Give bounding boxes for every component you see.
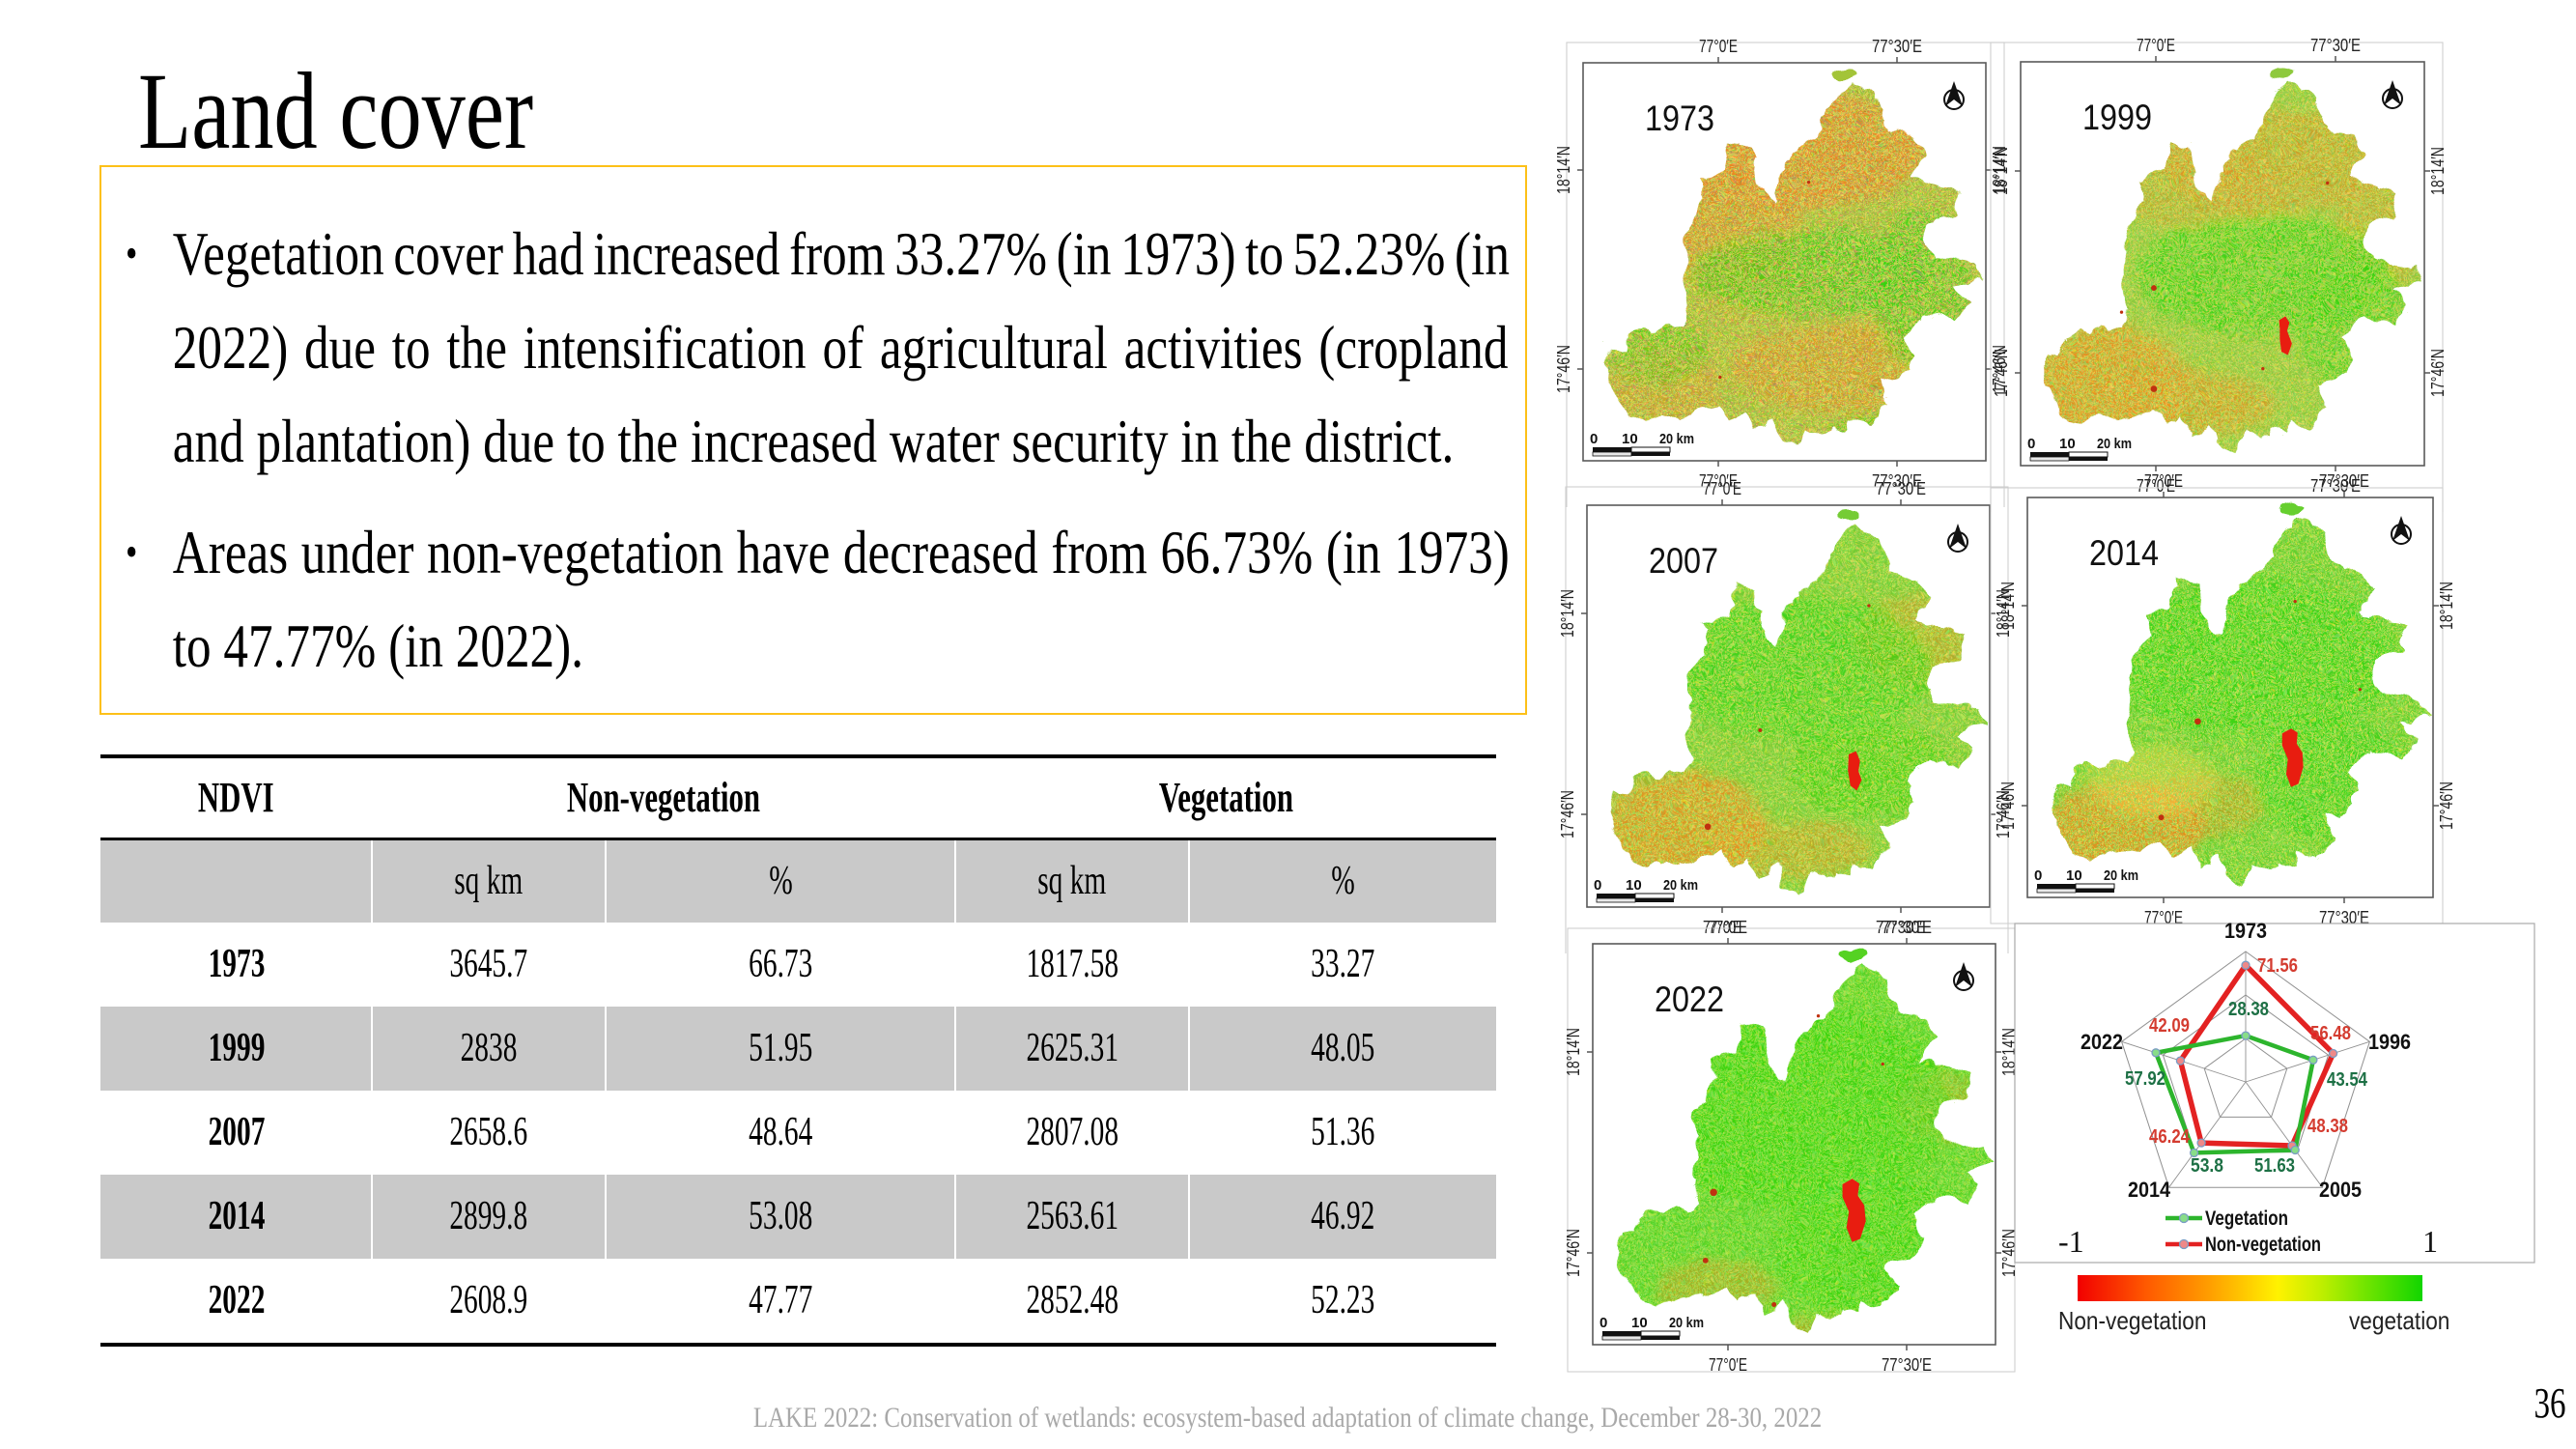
svg-text:77°0′E: 77°0′E bbox=[2144, 471, 2183, 491]
svg-text:77°0′E: 77°0′E bbox=[1703, 479, 1741, 498]
svg-text:2022: 2022 bbox=[1655, 980, 1724, 1019]
svg-text:18°14′N: 18°14′N bbox=[1994, 589, 2013, 638]
svg-text:18°14′N: 18°14′N bbox=[1554, 146, 1573, 194]
svg-text:20 km: 20 km bbox=[1663, 877, 1698, 894]
svg-text:Vegetation: Vegetation bbox=[2205, 1208, 2288, 1230]
svg-text:46.24: 46.24 bbox=[2149, 1126, 2191, 1148]
svg-text:10: 10 bbox=[2066, 867, 2082, 884]
svg-text:77°30′E: 77°30′E bbox=[1882, 1355, 1932, 1375]
svg-text:28.38: 28.38 bbox=[2228, 999, 2269, 1020]
svg-text:20 km: 20 km bbox=[2097, 436, 2132, 452]
svg-text:1999: 1999 bbox=[2082, 98, 2152, 137]
svg-text:17°46′N: 17°46′N bbox=[1990, 345, 2009, 393]
svg-text:18°14′N: 18°14′N bbox=[2437, 582, 2456, 630]
svg-text:77°0′E: 77°0′E bbox=[1699, 37, 1738, 56]
svg-text:10: 10 bbox=[2059, 436, 2076, 452]
svg-text:0: 0 bbox=[1594, 877, 1601, 894]
svg-text:18°14′N: 18°14′N bbox=[2428, 147, 2448, 195]
svg-text:18°14′N: 18°14′N bbox=[1999, 1028, 2019, 1076]
svg-text:17°46′N: 17°46′N bbox=[1564, 1229, 1583, 1277]
svg-text:20 km: 20 km bbox=[1669, 1315, 1704, 1331]
svg-text:18°14′N: 18°14′N bbox=[1558, 589, 1577, 638]
svg-text:10: 10 bbox=[1626, 877, 1642, 894]
svg-text:77°30′E: 77°30′E bbox=[2319, 908, 2369, 927]
svg-text:17°46′N: 17°46′N bbox=[1558, 790, 1577, 838]
svg-text:57.92: 57.92 bbox=[2125, 1068, 2166, 1090]
svg-text:18°14′N: 18°14′N bbox=[1992, 147, 2011, 195]
svg-text:17°46′N: 17°46′N bbox=[2437, 781, 2456, 830]
svg-text:48.38: 48.38 bbox=[2307, 1116, 2348, 1137]
svg-text:1973: 1973 bbox=[2224, 919, 2267, 943]
svg-text:2007: 2007 bbox=[1649, 541, 1718, 581]
svg-text:0: 0 bbox=[1599, 1315, 1607, 1331]
svg-text:17°46′N: 17°46′N bbox=[1999, 1229, 2019, 1277]
svg-text:71.56: 71.56 bbox=[2257, 955, 2298, 977]
svg-text:17°46′N: 17°46′N bbox=[1992, 349, 2011, 397]
svg-text:18°14′N: 18°14′N bbox=[1564, 1028, 1583, 1076]
svg-text:77°0′E: 77°0′E bbox=[2137, 36, 2175, 55]
svg-text:18°14′N: 18°14′N bbox=[1990, 146, 2009, 194]
svg-text:77°30′E: 77°30′E bbox=[1882, 918, 1932, 937]
svg-text:0: 0 bbox=[2027, 436, 2035, 452]
svg-text:10: 10 bbox=[1622, 431, 1638, 447]
svg-text:2005: 2005 bbox=[2319, 1178, 2362, 1202]
svg-text:18°14′N: 18°14′N bbox=[1998, 582, 2018, 630]
svg-text:17°46′N: 17°46′N bbox=[1554, 345, 1573, 393]
svg-text:77°30′E: 77°30′E bbox=[1876, 918, 1926, 937]
svg-text:17°46′N: 17°46′N bbox=[1998, 781, 2018, 830]
svg-text:-1: -1 bbox=[2058, 1224, 2084, 1259]
svg-text:1996: 1996 bbox=[2368, 1030, 2411, 1054]
svg-text:77°0′E: 77°0′E bbox=[2144, 908, 2183, 927]
svg-text:77°30′E: 77°30′E bbox=[2310, 36, 2361, 55]
svg-text:77°0′E: 77°0′E bbox=[1703, 918, 1741, 937]
svg-text:2022: 2022 bbox=[2081, 1030, 2123, 1054]
svg-text:1: 1 bbox=[2422, 1224, 2438, 1259]
svg-text:Non-vegetation: Non-vegetation bbox=[2205, 1234, 2321, 1256]
svg-text:0: 0 bbox=[1590, 431, 1598, 447]
svg-text:53.8: 53.8 bbox=[2191, 1155, 2223, 1177]
svg-text:2014: 2014 bbox=[2089, 533, 2159, 573]
svg-text:10: 10 bbox=[1631, 1315, 1648, 1331]
svg-text:1973: 1973 bbox=[1645, 99, 1714, 138]
svg-text:0: 0 bbox=[2034, 867, 2042, 884]
svg-text:42.09: 42.09 bbox=[2149, 1015, 2190, 1037]
svg-text:51.63: 51.63 bbox=[2254, 1155, 2295, 1177]
svg-text:20 km: 20 km bbox=[2104, 867, 2138, 884]
svg-text:77°30′E: 77°30′E bbox=[1876, 479, 1926, 498]
svg-text:77°0′E: 77°0′E bbox=[1709, 1355, 1747, 1375]
svg-text:77°0′E: 77°0′E bbox=[2137, 476, 2175, 496]
svg-text:77°30′E: 77°30′E bbox=[2319, 471, 2369, 491]
svg-text:77°30′E: 77°30′E bbox=[1872, 37, 1922, 56]
svg-text:77°0′E: 77°0′E bbox=[1699, 471, 1738, 491]
svg-text:17°46′N: 17°46′N bbox=[1994, 790, 2013, 838]
svg-text:56.48: 56.48 bbox=[2310, 1023, 2351, 1044]
svg-text:17°46′N: 17°46′N bbox=[2428, 349, 2448, 397]
svg-text:2014: 2014 bbox=[2128, 1178, 2171, 1202]
svg-text:20 km: 20 km bbox=[1659, 431, 1694, 447]
svg-text:77°0′E: 77°0′E bbox=[1709, 918, 1747, 937]
svg-text:77°30′E: 77°30′E bbox=[1872, 471, 1922, 491]
svg-text:77°30′E: 77°30′E bbox=[2310, 476, 2361, 496]
svg-text:43.54: 43.54 bbox=[2327, 1069, 2368, 1091]
